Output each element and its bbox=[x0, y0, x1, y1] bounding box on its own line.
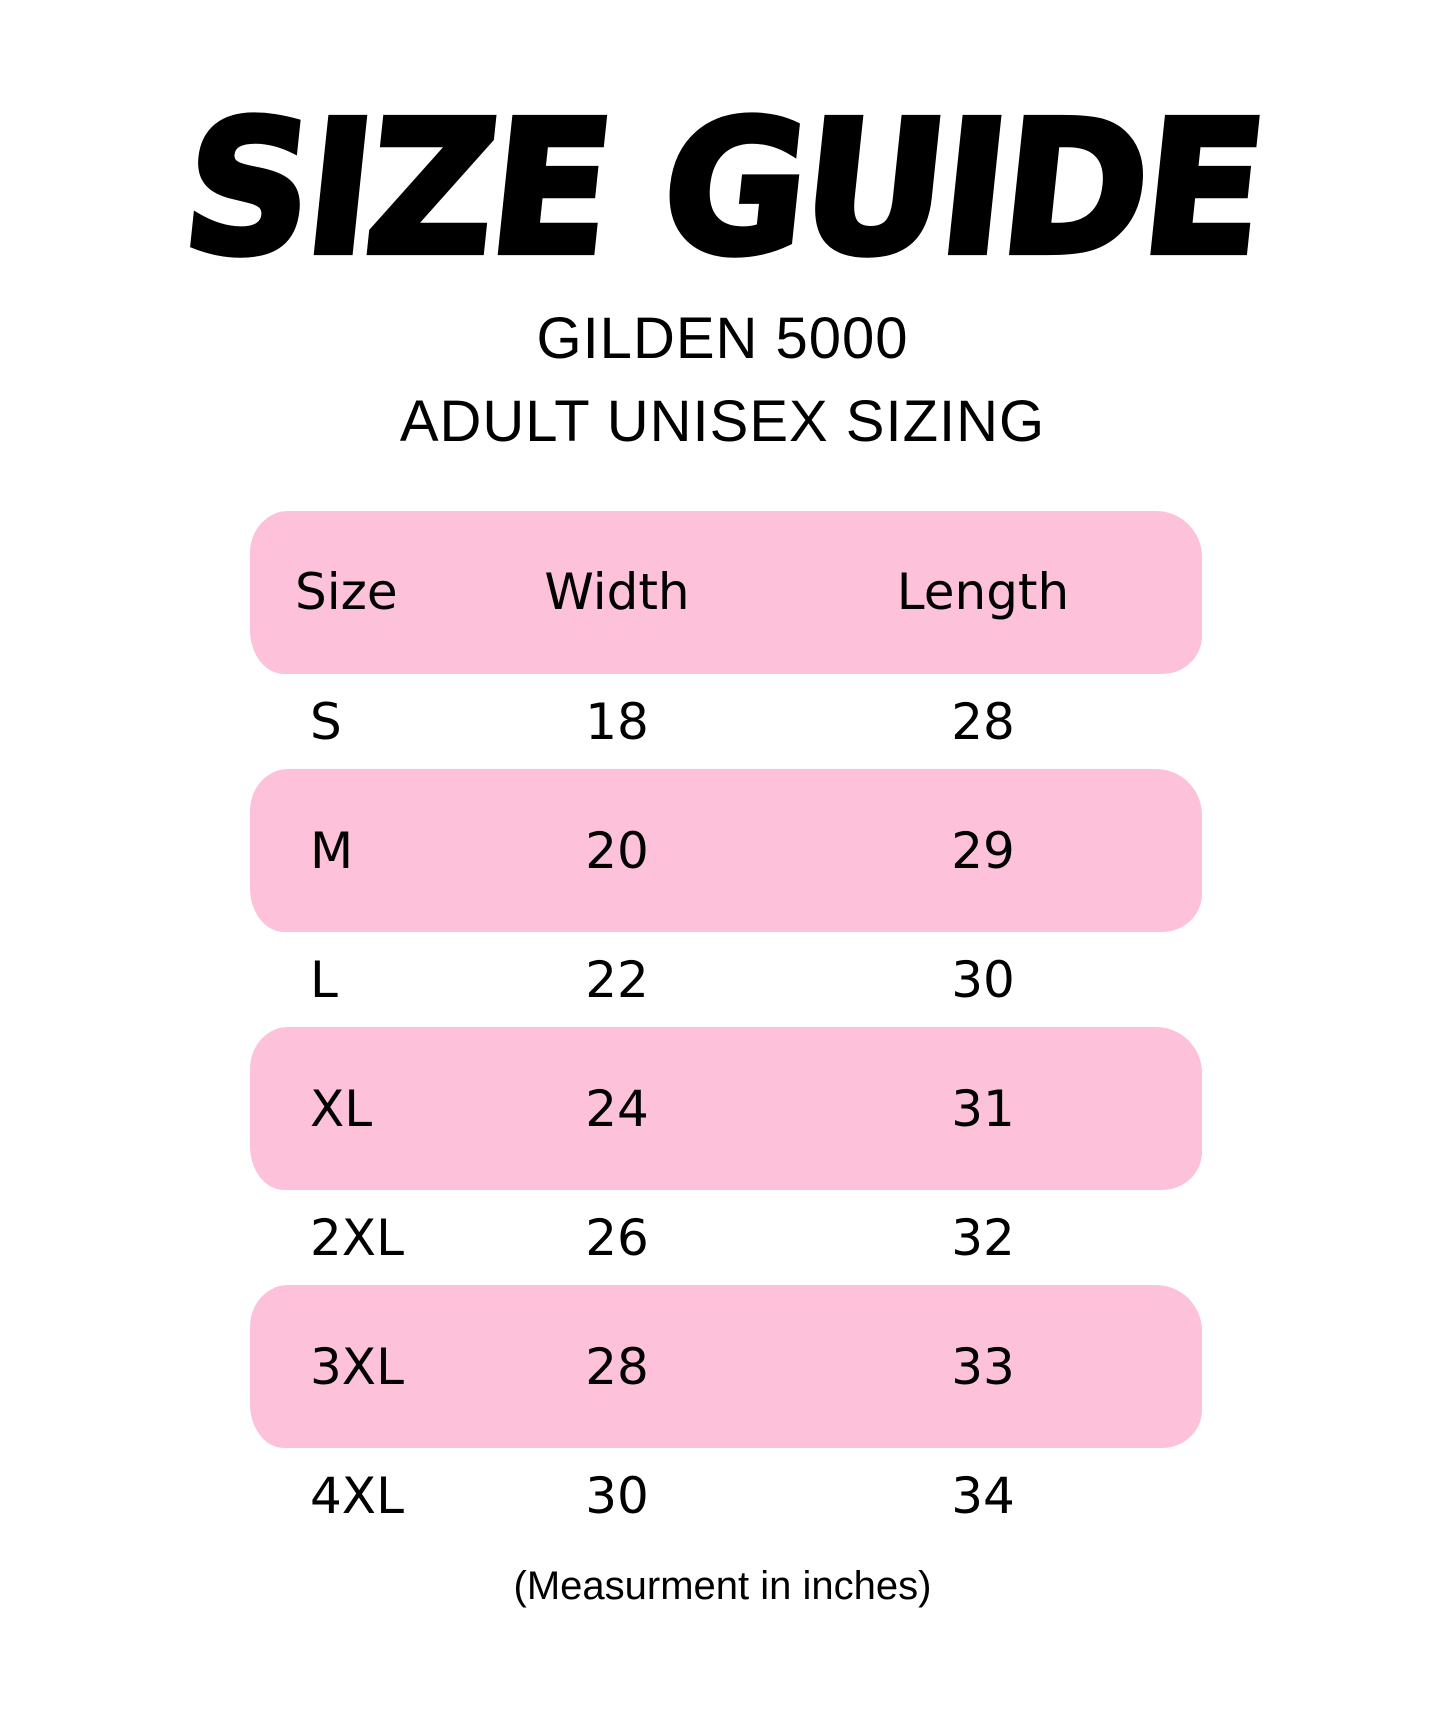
cell-width: 22 bbox=[585, 951, 649, 1009]
row-band bbox=[250, 1285, 1202, 1448]
table-row: 4XL 30 34 bbox=[0, 1466, 1445, 1526]
table-row: S 18 28 bbox=[0, 692, 1445, 752]
header-width: Width bbox=[544, 563, 690, 621]
cell-width: 18 bbox=[585, 693, 649, 751]
cell-size: XL bbox=[310, 1080, 373, 1138]
header-length: Length bbox=[896, 563, 1070, 621]
cell-length: 30 bbox=[951, 951, 1015, 1009]
subtitle-product: GILDEN 5000 bbox=[536, 306, 909, 371]
cell-size: S bbox=[310, 693, 342, 751]
cell-width: 28 bbox=[585, 1338, 649, 1396]
cell-length: 34 bbox=[951, 1467, 1015, 1525]
cell-length: 28 bbox=[951, 693, 1015, 751]
header-size: Size bbox=[295, 563, 398, 621]
cell-width: 30 bbox=[585, 1467, 649, 1525]
table-row: 2XL 26 32 bbox=[0, 1208, 1445, 1268]
row-band bbox=[250, 1027, 1202, 1190]
cell-size: L bbox=[310, 951, 338, 1009]
cell-length: 31 bbox=[951, 1080, 1015, 1138]
table-row: 3XL 28 33 bbox=[0, 1337, 1445, 1397]
table-header: Size Width Length bbox=[0, 562, 1445, 622]
table-row: XL 24 31 bbox=[0, 1079, 1445, 1139]
table-row: L 22 30 bbox=[0, 950, 1445, 1010]
cell-size: 3XL bbox=[310, 1338, 404, 1396]
cell-size: 2XL bbox=[310, 1209, 404, 1267]
cell-length: 29 bbox=[951, 822, 1015, 880]
header-band bbox=[250, 511, 1202, 674]
row-band bbox=[250, 769, 1202, 932]
cell-length: 32 bbox=[951, 1209, 1015, 1267]
cell-size: M bbox=[310, 822, 354, 880]
cell-width: 24 bbox=[585, 1080, 649, 1138]
measurement-footnote: (Measurment in inches) bbox=[513, 1564, 932, 1608]
table-row: M 20 29 bbox=[0, 821, 1445, 881]
cell-width: 20 bbox=[585, 822, 649, 880]
cell-size: 4XL bbox=[310, 1467, 404, 1525]
subtitle-sizing: ADULT UNISEX SIZING bbox=[399, 389, 1046, 454]
page-title: SIZE GUIDE bbox=[171, 80, 1274, 299]
cell-width: 26 bbox=[585, 1209, 649, 1267]
cell-length: 33 bbox=[951, 1338, 1015, 1396]
